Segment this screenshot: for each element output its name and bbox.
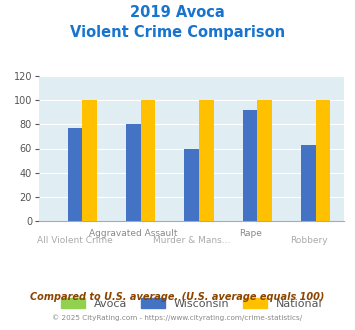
Bar bbox=[243, 110, 257, 221]
Bar bbox=[141, 100, 155, 221]
Bar bbox=[126, 124, 141, 221]
Text: Murder & Mans...: Murder & Mans... bbox=[153, 236, 230, 245]
Bar bbox=[257, 100, 272, 221]
Text: 2019 Avoca: 2019 Avoca bbox=[130, 5, 225, 20]
Bar bbox=[67, 128, 82, 221]
Text: Compared to U.S. average. (U.S. average equals 100): Compared to U.S. average. (U.S. average … bbox=[30, 292, 325, 302]
Text: Rape: Rape bbox=[239, 229, 262, 238]
Bar bbox=[82, 100, 97, 221]
Text: All Violent Crime: All Violent Crime bbox=[37, 236, 113, 245]
Bar bbox=[301, 145, 316, 221]
Legend: Avoca, Wisconsin, National: Avoca, Wisconsin, National bbox=[56, 293, 327, 313]
Bar bbox=[184, 148, 199, 221]
Bar bbox=[199, 100, 214, 221]
Text: Aggravated Assault: Aggravated Assault bbox=[89, 229, 178, 238]
Text: Robbery: Robbery bbox=[290, 236, 327, 245]
Text: Violent Crime Comparison: Violent Crime Comparison bbox=[70, 25, 285, 40]
Bar bbox=[316, 100, 331, 221]
Text: © 2025 CityRating.com - https://www.cityrating.com/crime-statistics/: © 2025 CityRating.com - https://www.city… bbox=[53, 314, 302, 321]
